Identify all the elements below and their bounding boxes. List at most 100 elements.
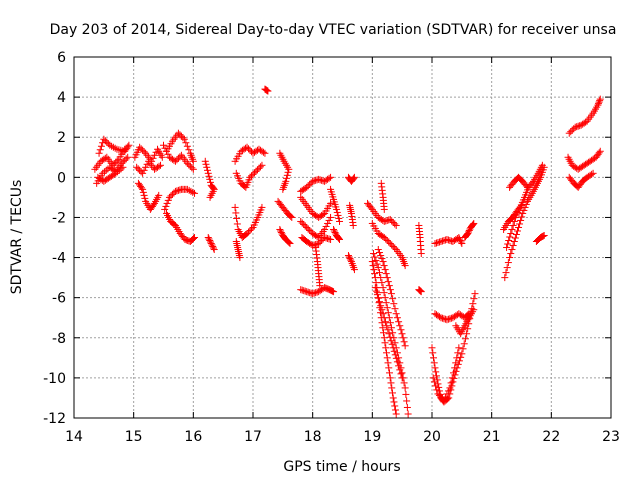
data-point	[375, 298, 383, 306]
data-point	[594, 101, 602, 109]
data-point	[504, 259, 512, 267]
data-point	[516, 203, 524, 211]
data-point	[304, 288, 312, 296]
data-point	[373, 291, 381, 299]
data-point	[382, 344, 390, 352]
data-point	[177, 132, 185, 140]
data-point	[391, 244, 399, 252]
data-point	[385, 369, 393, 377]
data-point	[379, 284, 387, 292]
data-point	[319, 235, 327, 243]
data-point	[515, 223, 523, 231]
data-point	[539, 232, 547, 240]
data-point	[191, 234, 199, 241]
data-point	[258, 203, 266, 211]
data-point	[327, 213, 335, 221]
data-point	[277, 227, 285, 235]
data-point	[113, 157, 121, 165]
data-point	[513, 227, 521, 235]
data-point	[538, 232, 546, 240]
plot-frame	[73, 56, 612, 419]
axis-ticks	[73, 56, 612, 419]
data-point	[133, 163, 141, 171]
data-point	[389, 394, 397, 402]
data-point	[470, 306, 478, 314]
data-point	[140, 191, 148, 199]
grid	[74, 57, 611, 418]
data-point	[368, 258, 376, 266]
data-point	[588, 170, 596, 178]
data-point	[385, 238, 393, 246]
data-point	[333, 205, 341, 213]
data-point	[370, 250, 378, 258]
data-point	[432, 239, 440, 247]
data-point	[386, 319, 394, 327]
data-point	[596, 97, 604, 105]
data-point	[298, 219, 306, 227]
data-point	[316, 238, 324, 246]
data-point	[140, 166, 148, 174]
data-point	[383, 237, 391, 245]
data-point	[285, 239, 293, 247]
data-point	[387, 324, 395, 332]
data-point	[384, 326, 392, 334]
data-point	[507, 250, 515, 258]
x-tick-label: 21	[483, 429, 501, 445]
data-point	[330, 227, 338, 235]
data-point	[415, 286, 423, 294]
data-point	[386, 333, 394, 341]
data-point	[400, 338, 408, 346]
data-point	[249, 170, 257, 178]
data-point	[210, 246, 218, 254]
data-point	[322, 234, 330, 242]
data-point	[377, 274, 385, 282]
data-point	[248, 225, 256, 233]
data-point	[434, 239, 442, 247]
data-point	[381, 339, 389, 347]
data-point	[173, 156, 181, 164]
data-point	[109, 143, 117, 151]
data-point	[316, 176, 324, 184]
data-point	[437, 314, 445, 322]
data-point	[345, 253, 353, 261]
x-tick-label: 20	[423, 429, 441, 445]
data-point	[112, 169, 120, 177]
data-point	[245, 145, 253, 153]
data-point	[371, 270, 379, 278]
data-point	[97, 142, 105, 150]
data-point	[399, 334, 407, 342]
data-point	[102, 166, 110, 174]
data-point	[471, 290, 479, 298]
data-point	[382, 217, 390, 225]
data-point	[315, 175, 323, 183]
data-point	[163, 199, 171, 207]
data-point	[380, 234, 388, 241]
data-point	[325, 174, 333, 182]
data-point	[444, 315, 452, 323]
data-point	[398, 374, 406, 382]
data-point	[205, 172, 213, 180]
data-point	[401, 262, 409, 270]
data-point	[571, 123, 579, 131]
data-point	[437, 238, 445, 246]
data-point	[522, 200, 530, 208]
data-point	[378, 279, 386, 287]
data-point	[435, 391, 443, 399]
data-point	[369, 262, 377, 270]
x-tick-label: 16	[184, 429, 202, 445]
data-point	[518, 201, 525, 209]
data-point	[125, 141, 133, 149]
data-point	[250, 169, 258, 177]
x-tick-label: 15	[125, 429, 143, 445]
y-tick-label: -10	[43, 371, 66, 387]
data-point	[100, 168, 108, 176]
data-point	[310, 177, 318, 185]
data-point	[264, 87, 272, 95]
data-point	[174, 186, 182, 194]
data-point	[589, 169, 597, 177]
data-point	[246, 226, 254, 234]
data-point	[444, 387, 452, 395]
data-point	[390, 398, 398, 406]
data-point	[380, 334, 388, 342]
data-point	[167, 192, 175, 200]
